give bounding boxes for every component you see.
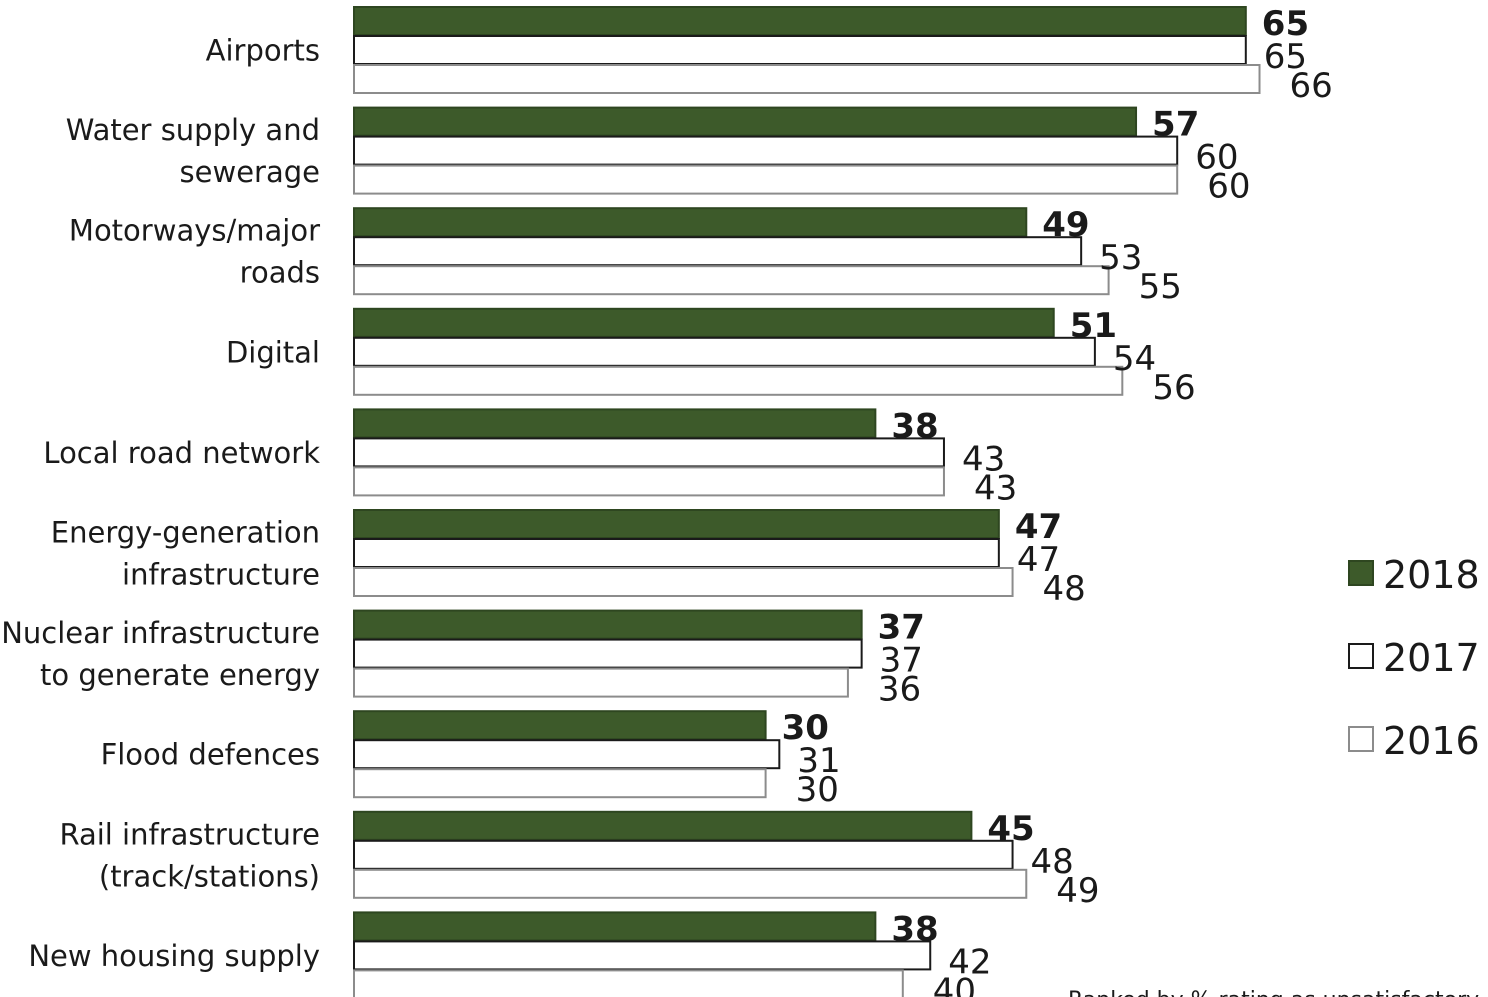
- data-label-2018: 51: [1070, 306, 1117, 346]
- category-label: Airports: [206, 34, 320, 68]
- data-label-2017: 53: [1099, 238, 1142, 278]
- category-label: Flood defences: [101, 738, 320, 772]
- bar-2016: [353, 466, 945, 497]
- bar-2016: [353, 768, 767, 799]
- category-labels: Airports Water supply and sewerage Motorway…: [1, 34, 320, 973]
- category-label: Rail infrastructure (track/stations): [59, 817, 320, 893]
- bar-2018: [353, 710, 767, 741]
- bar-2017: [353, 135, 1179, 166]
- bar-2017: [353, 35, 1247, 65]
- data-label-2018: 45: [987, 809, 1034, 849]
- data-label-2017: 37: [880, 641, 923, 681]
- data-label-2018: 30: [782, 708, 829, 748]
- bar-2016: [353, 365, 1124, 396]
- legend-label-2017: 2017: [1383, 636, 1480, 680]
- data-label-2017: 43: [962, 439, 1005, 479]
- data-label-2018: 65: [1262, 4, 1309, 44]
- data-label-2016: 48: [1043, 569, 1086, 609]
- bar-2018: [353, 6, 1247, 36]
- data-label-2017: 60: [1195, 138, 1238, 178]
- data-label-2016: 40: [933, 971, 976, 997]
- data-label-2018: 47: [1015, 507, 1062, 547]
- data-label-2017: 65: [1264, 37, 1307, 77]
- data-label-2016: 66: [1290, 66, 1333, 106]
- bar-2017: [353, 336, 1096, 367]
- bar-2016: [353, 868, 1028, 899]
- bar-2018: [353, 307, 1055, 338]
- data-label-2017: 54: [1113, 339, 1156, 379]
- bar-2018: [353, 408, 877, 439]
- legend-swatch-2016: [1348, 726, 1374, 752]
- bar-2018: [353, 509, 1000, 539]
- bar-2016: [353, 164, 1179, 195]
- bar-2018: [353, 609, 863, 640]
- data-label-2018: 49: [1042, 205, 1089, 245]
- data-label-2017: 42: [948, 942, 991, 982]
- bar-2016: [353, 667, 849, 698]
- data-label-2016: 55: [1139, 267, 1182, 307]
- category-label: Motorways/major roads: [69, 214, 320, 290]
- category-label: Water supply and sewerage: [66, 113, 320, 189]
- bar-2018: [353, 911, 877, 942]
- data-label-2016: 30: [796, 770, 839, 810]
- data-label-2016: 56: [1152, 368, 1195, 408]
- data-label-2017: 48: [1031, 842, 1074, 882]
- value-labels: 6565665760604953555154563843434747483737…: [782, 4, 1333, 997]
- bar-2017: [353, 437, 945, 468]
- bar-2016: [353, 567, 1014, 597]
- legend-swatch-2017: [1348, 643, 1374, 669]
- data-label-2016: 43: [974, 468, 1017, 508]
- bar-2016: [353, 64, 1261, 94]
- data-label-2016: 60: [1207, 167, 1250, 207]
- bar-2017: [353, 739, 781, 770]
- data-label-2017: 31: [797, 741, 840, 781]
- data-label-2018: 38: [891, 406, 938, 446]
- data-label-2018: 37: [878, 608, 925, 648]
- data-label-2018: 57: [1152, 105, 1199, 145]
- bars: [353, 6, 1261, 997]
- data-label-2016: 49: [1056, 871, 1099, 911]
- bar-2018: [353, 106, 1138, 137]
- category-label: Energy-generation infrastructure: [51, 516, 320, 592]
- bar-2018: [353, 810, 973, 841]
- category-label: New housing supply: [28, 939, 320, 973]
- data-label-2017: 47: [1017, 540, 1060, 580]
- data-label-2018: 38: [891, 909, 938, 949]
- bar-2017: [353, 638, 863, 669]
- category-label: Digital: [226, 335, 320, 369]
- category-label: Nuclear infrastructure to generate energy: [1, 616, 320, 692]
- bar-2017: [353, 839, 1014, 870]
- legend-swatch-2018: [1348, 560, 1374, 586]
- bar-2017: [353, 940, 932, 971]
- legend-label-2016: 2016: [1383, 719, 1480, 763]
- data-label-2016: 36: [878, 670, 921, 710]
- bar-2016: [353, 969, 904, 997]
- bar-2016: [353, 265, 1110, 296]
- bar-2017: [353, 538, 1000, 568]
- chart-footnote: Ranked by % rating as unsatisfactory: [1068, 988, 1479, 997]
- category-label: Local road network: [43, 436, 320, 470]
- bar-2018: [353, 207, 1028, 238]
- bar-2017: [353, 236, 1083, 267]
- legend: 2018 2017 2016: [1348, 553, 1480, 763]
- legend-label-2018: 2018: [1383, 553, 1480, 597]
